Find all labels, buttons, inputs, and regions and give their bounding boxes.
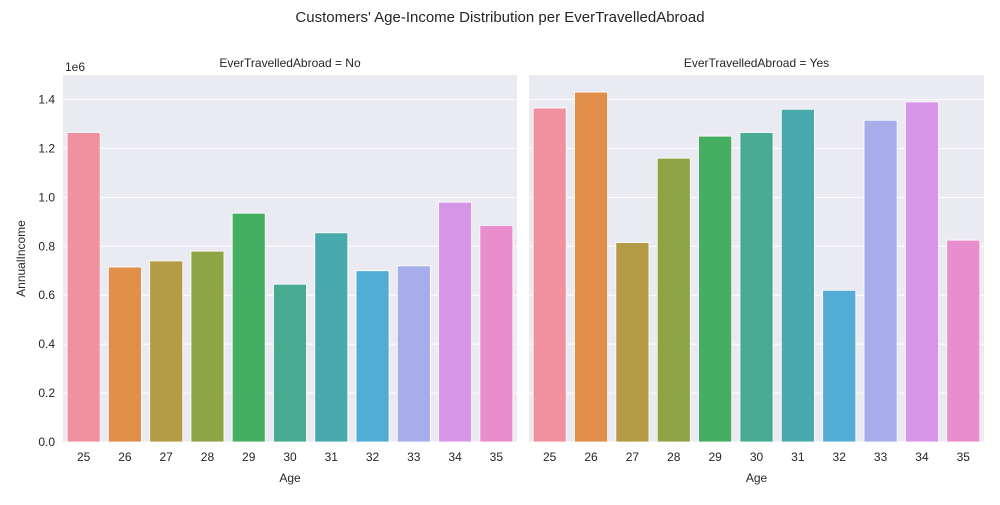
y-tick-label: 0.0: [38, 435, 55, 449]
bar-27: [615, 242, 650, 443]
y-tick-label: 1.0: [38, 190, 55, 204]
bar-29: [231, 212, 266, 443]
bar-29: [698, 135, 733, 443]
bar-27: [149, 260, 184, 443]
y-tick-label: 0.8: [38, 239, 55, 253]
x-axis-label: Age: [746, 471, 768, 485]
x-tick-label: 33: [874, 450, 888, 464]
x-axis-label: Age: [279, 471, 301, 485]
x-tick-label: 30: [283, 450, 297, 464]
bar-25: [66, 132, 101, 443]
x-tick-label: 32: [833, 450, 847, 464]
bar-31: [780, 108, 815, 443]
x-tick-label: 35: [490, 450, 504, 464]
x-tick-label: 26: [584, 450, 598, 464]
x-tick-label: 31: [325, 450, 339, 464]
x-tick-label: 32: [366, 450, 380, 464]
bar-28: [190, 250, 225, 443]
panel-title: EverTravelledAbroad = No: [219, 56, 361, 70]
x-tick-label: 28: [667, 450, 681, 464]
y-axis-label: AnnualIncome: [14, 220, 28, 297]
chart-title: Customers' Age-Income Distribution per E…: [295, 9, 704, 26]
bar-31: [314, 232, 349, 443]
y-tick-label: 1.4: [38, 92, 55, 106]
bar-32: [822, 289, 857, 443]
x-tick-label: 26: [118, 450, 132, 464]
x-tick-label: 25: [77, 450, 91, 464]
x-tick-label: 31: [791, 450, 805, 464]
bar-26: [108, 266, 142, 443]
panels: EverTravelledAbroad = No 25 26 27 28 29 30 31 32…: [14, 56, 984, 485]
panel-1: EverTravelledAbroad = No 25 26 27 28 29 30 31 32…: [14, 56, 517, 485]
bar-34: [905, 101, 939, 443]
bar-33: [863, 119, 898, 443]
y-offset-label: 1e6: [65, 60, 85, 74]
x-tick-label: 28: [201, 450, 215, 464]
x-tick-label: 34: [448, 450, 462, 464]
bar-26: [574, 91, 608, 443]
y-tick-label: 0.6: [38, 288, 55, 302]
bar-25: [532, 107, 567, 443]
y-tick-label: 1.2: [38, 141, 55, 155]
x-tick-label: 34: [915, 450, 929, 464]
bar-33: [396, 265, 431, 443]
x-tick-label: 27: [160, 450, 174, 464]
x-tick-label: 35: [957, 450, 971, 464]
y-tick-label: 0.2: [38, 386, 55, 400]
panel-2: EverTravelledAbroad = Yes 25 26 27 28 29 30 31 3…: [529, 56, 984, 485]
panel-title: EverTravelledAbroad = Yes: [684, 56, 829, 70]
x-tick-label: 29: [242, 450, 256, 464]
x-tick-label: 27: [626, 450, 640, 464]
bar-34: [438, 201, 472, 443]
x-tick-label: 29: [708, 450, 722, 464]
bar-35: [946, 239, 981, 443]
bar-30: [273, 283, 307, 443]
x-tick-label: 33: [407, 450, 421, 464]
bar-35: [479, 225, 514, 443]
bar-32: [355, 270, 390, 443]
bar-28: [656, 157, 691, 443]
x-tick-label: 25: [543, 450, 557, 464]
x-tick-label: 30: [750, 450, 764, 464]
bar-30: [739, 132, 774, 443]
y-tick-label: 0.4: [38, 337, 55, 351]
